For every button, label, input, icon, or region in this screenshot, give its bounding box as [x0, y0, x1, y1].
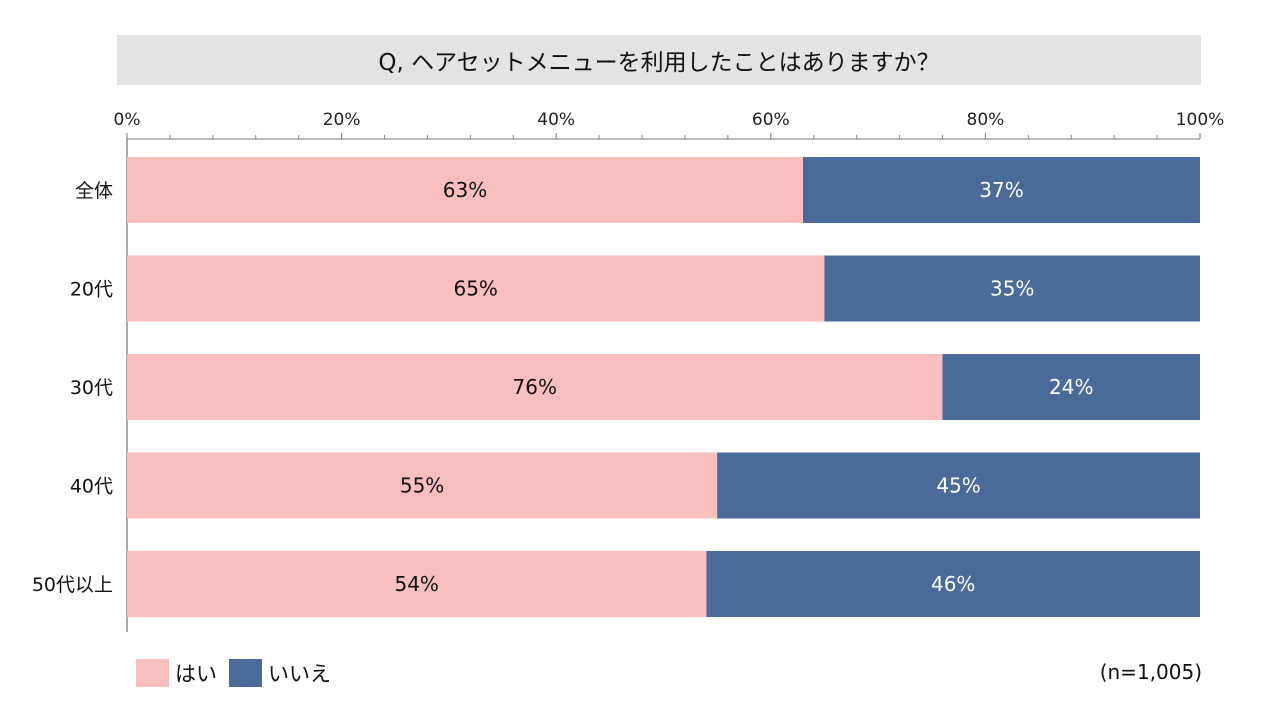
legend-item-yes: はい [136, 658, 217, 688]
data-label: 63% [443, 178, 487, 202]
bar-segment [127, 452, 718, 519]
data-label: 54% [394, 572, 438, 596]
x-tick-label: 60% [752, 110, 790, 130]
x-tick-label: 40% [537, 110, 575, 130]
category-label: 全体 [75, 180, 113, 202]
legend-label-no: いいえ [268, 662, 331, 686]
category-label: 40代 [70, 476, 113, 498]
data-label: 55% [400, 474, 444, 498]
x-tick-label: 20% [323, 110, 361, 130]
legend-item-no: いいえ [229, 658, 331, 688]
legend-swatch-no [229, 659, 262, 687]
category-label: 30代 [70, 377, 113, 399]
bar-segment [127, 354, 943, 420]
legend-label-yes: はい [175, 662, 217, 686]
legend-swatch-yes [136, 659, 169, 687]
x-tick-label: 80% [967, 110, 1005, 130]
data-label: 45% [936, 474, 980, 498]
data-label: 35% [990, 277, 1034, 301]
bar-segment [717, 452, 1200, 519]
bar-segment [127, 157, 803, 223]
data-label: 76% [513, 375, 557, 399]
bar-segment [127, 551, 707, 617]
category-label: 50代以上 [32, 574, 113, 596]
bar-segment [706, 551, 1200, 617]
chart-title: Q, ヘアセットメニューを利用したことはありますか？ [117, 35, 1201, 85]
data-label: 46% [931, 572, 975, 596]
legend: はい いいえ [136, 658, 343, 688]
bar-segment [824, 255, 1200, 322]
x-tick-label: 100% [1176, 110, 1225, 130]
sample-size-note: (n=1,005) [1099, 660, 1202, 684]
category-label: 20代 [70, 279, 113, 301]
bar-segment [127, 255, 825, 322]
data-label: 24% [1049, 375, 1093, 399]
data-label: 37% [979, 178, 1023, 202]
bar-segment [802, 157, 1200, 223]
data-label: 65% [453, 277, 497, 301]
x-tick-label: 0% [114, 110, 141, 130]
bar-segment [942, 354, 1200, 420]
